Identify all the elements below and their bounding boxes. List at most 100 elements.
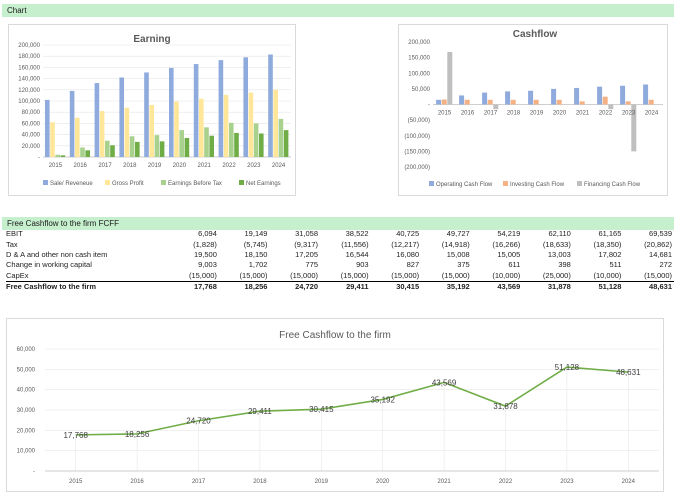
row-label: D & A and other non cash item [6,249,108,259]
chart-title: Free Cashflow to the firm [279,330,391,341]
table-cell: (15,000) [421,270,472,282]
x-tick-label: 2018 [123,163,137,169]
legend-entry: Financing Cash Flow [584,182,641,188]
x-tick-label: 2015 [69,479,83,485]
bar [154,135,160,157]
table-cell: 903 [356,260,369,270]
x-tick-label: 2020 [553,111,567,117]
table-row: Tax (1,828) (5,745) (9,317) (11,556) (12,217)… [6,239,674,249]
bar [608,104,614,110]
y-tick-label: (50,000) [408,118,430,124]
bar [283,130,289,157]
bar [643,84,649,105]
table-cell: (11,556) [341,239,369,249]
table-cell: (18,633) [542,239,571,249]
table-cell: 1,702 [248,260,268,270]
table-cell: 511 [609,260,622,270]
table-cell: 62,110 [548,229,571,239]
table-cell: 29,411 [320,280,371,293]
x-tick-label: 2021 [576,111,590,117]
table-cell: (5,745) [243,239,268,249]
bar [528,90,534,105]
x-tick-label: 2017 [98,163,112,169]
bar [620,85,626,105]
data-label: 48,631 [616,368,641,377]
table-cell: 15,008 [446,249,470,259]
bar [135,141,140,157]
y-tick-label: 180,000 [18,54,40,60]
bar [648,99,654,105]
bar [209,135,214,157]
table-cell: 611 [508,260,521,270]
cashflow-chart-svg: Cashflow (200,000) (150,000) (100,000) (50,0… [404,29,663,188]
table-cell: 31,878 [522,280,573,293]
table-cell: 272 [659,260,672,270]
bar [50,122,55,157]
bar [459,95,465,105]
legend-entry: Gross Profit [112,181,144,187]
legend-swatch [161,180,166,185]
bar [464,99,470,105]
y-tick-label: 80,000 [22,110,41,116]
table-cell: 16,544 [345,249,369,259]
table-cell: (15,000) [168,270,219,282]
y-tick-label: 150,000 [408,56,430,62]
bar [631,104,637,152]
y-tick-label: 10,000 [17,449,36,455]
table-cell: 18,256 [218,280,270,293]
bar [174,101,179,157]
bar [533,99,539,105]
y-tick-label: 60,000 [17,347,36,353]
x-tick-label: 2018 [253,479,267,485]
bar [110,145,115,157]
x-tick-label: 2024 [622,479,636,485]
x-tick-label: 2017 [484,111,498,117]
table-cell: (1,828) [193,239,217,249]
bar [625,101,631,105]
legend-entry: Investing Cash Flow [510,182,565,188]
legend-swatch [577,181,582,186]
table-cell: 775 [305,260,319,270]
table-cell: 40,725 [396,229,420,239]
bar [234,132,239,157]
bar [268,54,273,157]
table-cell: 31,058 [295,229,319,239]
y-tick-label: 200,000 [408,40,430,46]
legend-entry: Operating Cash Flow [436,182,493,188]
bar [229,122,234,157]
data-label: 51,128 [555,363,580,372]
bar [124,107,130,157]
data-label: 31,878 [493,402,518,411]
x-tick-label: 2023 [622,111,636,117]
y-tick-label: 120,000 [18,88,40,94]
y-tick-label: 50,000 [412,87,431,93]
y-tick-label: (200,000) [404,165,430,171]
x-tick-label: 2015 [49,163,63,169]
row-label: Free Cashflow to the firm [6,280,169,293]
x-tick-label: 2024 [645,111,659,117]
table-cell: 16,080 [396,249,420,259]
y-tick-label: 140,000 [18,77,40,83]
table-cell: 6,094 [198,229,217,239]
table-cell: (15,000) [370,270,422,282]
earning-chart[interactable]: Earning - 20,000 40,000 60,000 80,000 100,000 1… [8,24,296,196]
bar [179,130,184,157]
bar [597,86,603,105]
legend-entry: Earnings Before Tax [168,181,222,187]
cashflow-chart[interactable]: Cashflow (200,000) (150,000) (100,000) (50,0… [398,24,668,196]
table-cell: 17,802 [598,249,622,259]
table-cell: 24,720 [269,280,321,293]
bar [273,89,278,157]
data-label: 24,720 [186,417,211,426]
y-tick-label: 20,000 [17,428,36,434]
bar [45,99,50,157]
table-cell: (16,266) [492,239,521,249]
x-tick-label: 2015 [438,111,452,117]
bar [80,147,85,157]
legend-swatch [105,180,110,185]
bar [55,154,60,157]
fcff-line-chart[interactable]: Free Cashflow to the firm - 10,000 20,000 30… [6,318,664,492]
table-cell: 54,219 [497,229,521,239]
bar [278,118,284,157]
table-total-row: Free Cashflow to the firm 17,768 18,256 24,… [6,280,674,293]
